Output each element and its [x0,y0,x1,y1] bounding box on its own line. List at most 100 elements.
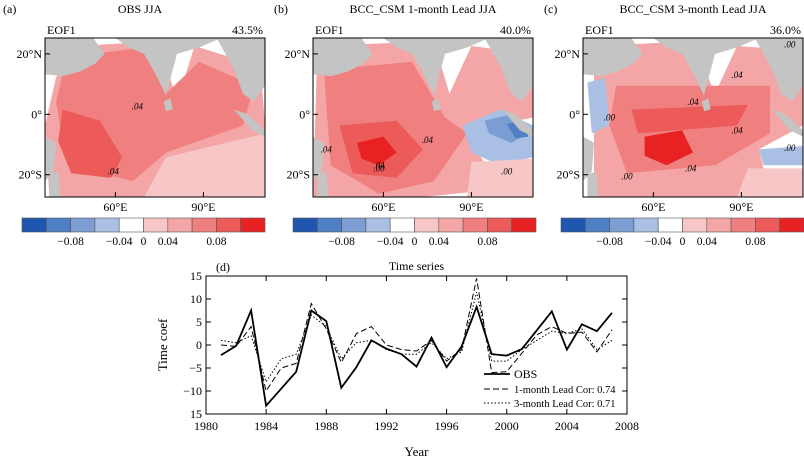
lon-tick-label: 60°E [641,200,665,214]
colorbar-bin [584,217,610,233]
x-tick-label: 2004 [555,419,579,433]
colorbar-bin [682,217,708,233]
colorbar-bin [511,217,537,233]
x-tick-label: 2000 [495,419,519,433]
shade-0.01 [737,168,803,197]
colorbar-bin [755,217,781,233]
land-africa [313,136,324,182]
colorbar-bin [462,217,488,233]
land-madagascar [317,171,329,197]
contour-label: .04 [687,97,699,107]
legend-entry: OBS [514,367,537,381]
colorbar-tick-label: 0.08 [477,236,497,248]
lon-tick-label: 90°E [729,200,753,214]
colorbar: −0.08 −0.04 0 0.04 0.08 [21,217,266,248]
x-tick-label: 1992 [374,419,398,433]
colorbar-bin [316,217,342,233]
land-africa [583,136,594,182]
contour-label: .04 [731,70,743,80]
panel-title: BCC_CSM 3-month Lead JJA [619,2,766,16]
colorbar-bin [706,217,732,233]
y-tick-label: 0 [196,338,202,352]
shade-neg-0.01 [587,77,610,134]
x-tick-label: 1996 [435,419,459,433]
colorbar-tick-label: 0.04 [697,236,717,248]
lat-tick-label: 20°S [19,168,42,182]
land-arabia [313,38,373,77]
contour-label: .04 [731,125,743,135]
land-arabia [45,38,105,77]
colorbar-bin [633,217,659,233]
map-frame [582,37,804,198]
lon-tick-label: 90°E [459,200,483,214]
colorbar-bin [240,217,266,233]
contour-label: .00 [784,143,796,153]
colorbar-bin [487,217,512,233]
chart-title: Time series [389,259,445,273]
colorbar-bin [609,217,635,233]
y-tick-label: 15 [190,407,202,421]
plot-frame [205,275,628,415]
series-line-3 [220,291,613,383]
colorbar-bin [779,217,804,233]
map-body [313,38,533,197]
x-tick-label: 2008 [615,419,639,433]
series-line-1 [220,304,613,408]
contour-label: .04 [132,102,144,112]
variance-percent: 43.5% [232,23,263,37]
eof-mode-label: EOF1 [47,23,76,37]
shade-0.07 [631,104,748,134]
panel-letter: (c) [544,2,557,16]
map-panel-3: 20°N 0° 20°S 60°E 90°E (c) BCC_CSM 3-month Lea… [544,2,804,248]
land-indochina [216,38,265,102]
land-africa [45,136,56,182]
x-tick-label: 1984 [254,419,278,433]
land-sumatra [772,109,803,137]
colorbar-tick-label: 0.08 [206,236,226,248]
contour-label: .00 [621,172,633,182]
x-axis-label: Year [405,444,430,459]
colorbar-bin [365,217,391,233]
colorbar-bin [191,217,217,233]
eof-mode-label: EOF1 [315,23,344,37]
lat-tick-label: 0° [31,107,42,121]
y-axis-label: Time coef [155,318,170,371]
contour-label: .00 [501,167,513,177]
panel-letter: (a) [3,2,16,16]
colorbar-tick-label: 0.04 [429,236,449,248]
colorbar-bin [94,217,120,233]
lat-tick-label: 0° [569,107,580,121]
lat-tick-label: 20°N [555,47,581,61]
colorbar-tick-label: 0 [141,236,147,248]
colorbar-tick-label: −0.08 [328,236,355,248]
land-indochina [754,38,803,102]
time-series-panel: (d) Time series 1980 1984 1988 1992 1996 2000 20… [155,259,639,459]
colorbar-bin [70,217,96,233]
colorbar-tick-label: −0.08 [57,236,84,248]
legend-entry: 1-month Lead Cor: 0.74 [514,385,616,396]
y-tick-label: −5 [189,361,202,375]
lat-tick-label: 20°S [557,168,580,182]
colorbar-bin [21,217,47,233]
map-frame [312,37,534,198]
contour-label: .04 [321,144,333,154]
map-panel-2: 20°N 0° 20°S 60°E 90°E (b) BCC_CSM 1-month Lea… [274,2,537,248]
x-tick-label: 1980 [194,419,218,433]
x-tick-label: 1988 [314,419,338,433]
contour-label: .04 [685,164,697,174]
shade-0.01 [467,158,533,197]
legend: OBS 1-month Lead Cor: 0.74 3-month Lead Co… [484,367,616,410]
panel-title: OBS JJA [118,2,163,16]
lon-tick-label: 60°E [371,200,395,214]
colorbar-tick-label: −0.08 [596,236,623,248]
variance-percent: 36.0% [770,23,801,37]
lat-tick-label: 0° [299,107,310,121]
lon-tick-label: 60°E [103,200,127,214]
colorbar-tick-label: −0.04 [645,236,672,248]
panel-title: BCC_CSM 1-month Lead JJA [349,2,496,16]
contour-label: .04 [108,167,120,177]
land-india [115,38,221,96]
contour-label: .00 [604,113,616,123]
legend-entry: 3-month Lead Cor: 0.71 [514,399,615,410]
